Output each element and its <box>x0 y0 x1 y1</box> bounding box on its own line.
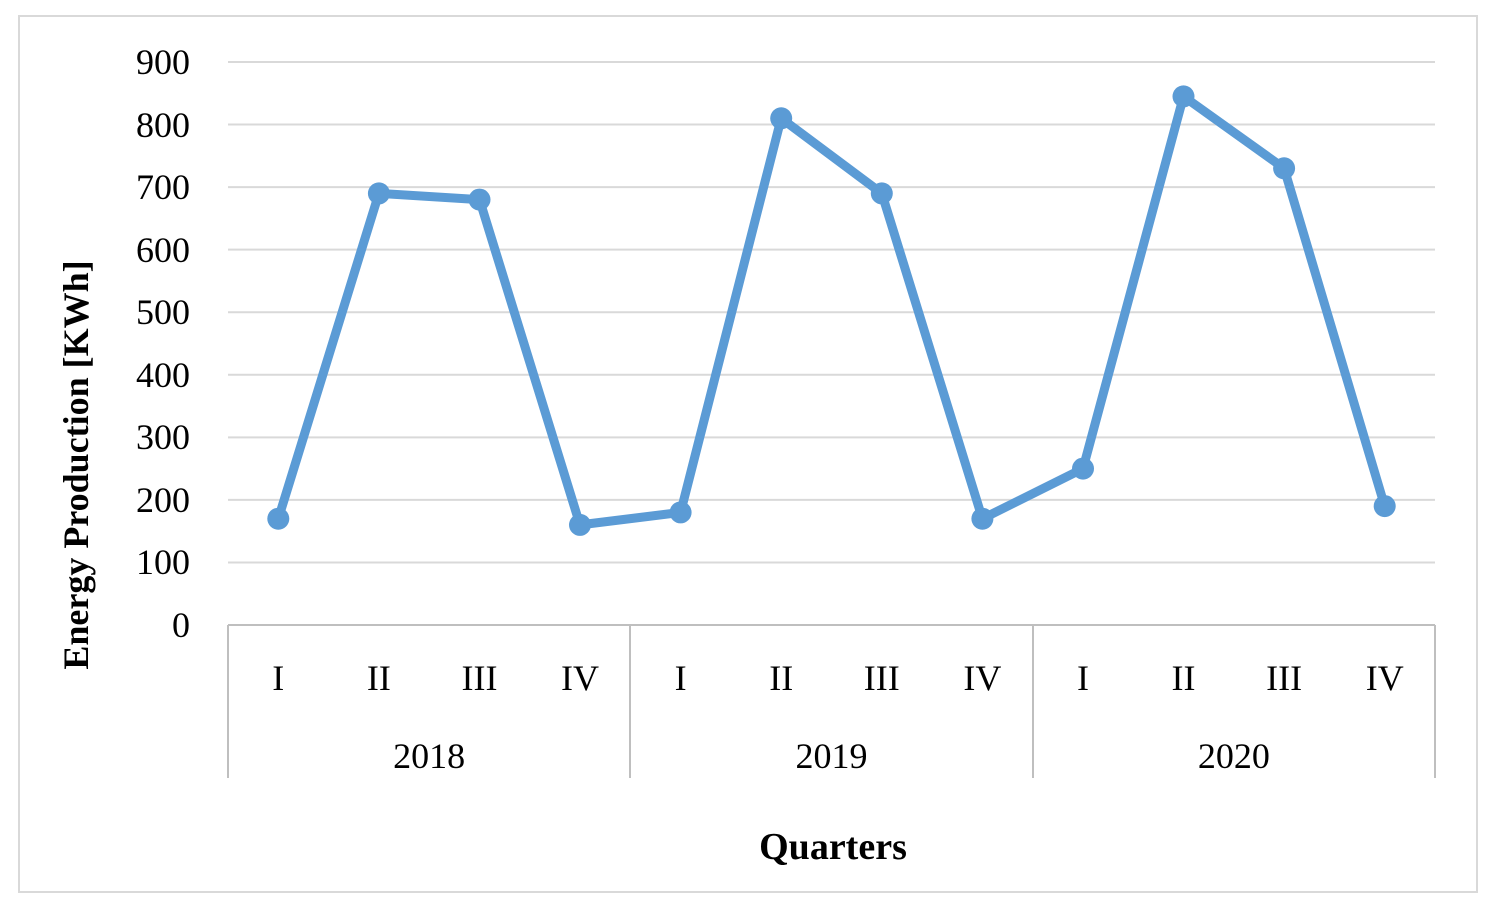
data-point-marker <box>1072 457 1094 480</box>
series-line <box>273 91 1390 530</box>
category-divider-line <box>1031 625 1034 778</box>
y-tick-label: 700 <box>136 167 190 208</box>
x-tick-label-quarter: III <box>863 658 900 698</box>
data-point-marker <box>971 507 994 530</box>
x-tick-label-quarter: IV <box>1365 658 1404 698</box>
data-point-marker <box>267 507 290 530</box>
y-tick-label: 200 <box>136 479 190 520</box>
x-tick-label-quarter: I <box>674 658 687 698</box>
x-tick-label-quarter: IV <box>561 658 600 698</box>
chart-outer-border <box>18 15 1478 893</box>
data-point-marker <box>468 188 491 211</box>
y-tick-label: 800 <box>136 104 190 145</box>
x-tick-label-quarter: II <box>366 658 391 698</box>
x-tick-label-quarter: I <box>1076 658 1089 698</box>
x-tick-label-quarter: II <box>769 658 794 698</box>
y-tick-label: 300 <box>136 417 190 458</box>
y-tick-label: 100 <box>136 542 190 583</box>
x-tick-label-year: 2019 <box>795 736 868 776</box>
y-tick-label: 400 <box>136 354 190 395</box>
category-divider-line <box>629 625 632 778</box>
data-point-marker <box>569 513 591 536</box>
data-point-marker <box>669 501 692 524</box>
data-point-marker <box>1273 157 1296 180</box>
x-tick-label-quarter: I <box>272 658 285 698</box>
category-divider-line <box>1434 625 1436 778</box>
y-axis-title: Energy Production [KWh] <box>56 260 96 670</box>
y-tick-label: 600 <box>136 229 190 270</box>
category-divider-line <box>227 625 229 778</box>
x-tick-label-year: 2020 <box>1197 736 1270 776</box>
data-point-marker <box>870 182 893 205</box>
data-point-marker <box>770 107 793 130</box>
y-tick-label: 500 <box>136 292 190 333</box>
y-tick-label: 0 <box>172 605 190 645</box>
x-tick-label-quarter: III <box>1266 658 1303 698</box>
x-tick-label-quarter: III <box>461 658 498 698</box>
x-tick-label-year: 2018 <box>393 736 466 776</box>
y-tick-label: 900 <box>136 42 190 82</box>
x-axis-title: Quarters <box>759 826 907 868</box>
data-point-marker <box>367 182 390 205</box>
x-tick-label-quarter: II <box>1171 658 1196 698</box>
x-tick-label-quarter: IV <box>963 658 1002 698</box>
data-point-marker <box>1373 495 1396 518</box>
data-point-marker <box>1172 85 1195 108</box>
